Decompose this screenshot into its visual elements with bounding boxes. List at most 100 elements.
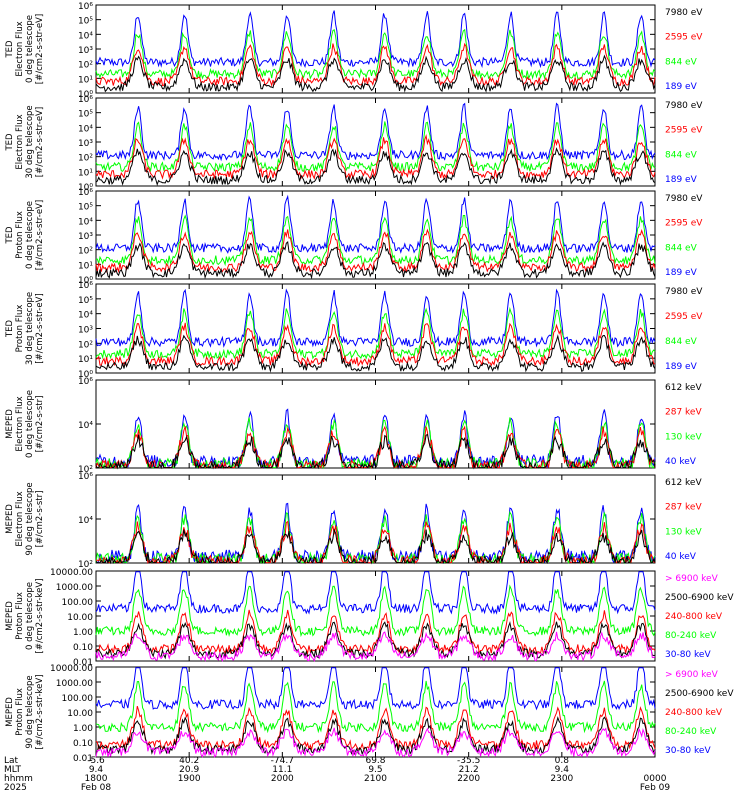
y-tick-label: 10.00 [67, 709, 93, 719]
y-axis-label-line: [#/cm2-s-str-eV] [35, 293, 45, 363]
y-axis-label: MEPED Electron Flux 90 deg telescope [#/cm2… [5, 482, 45, 555]
series-3-trace [95, 609, 656, 655]
legend-entry: 7980 eV [665, 8, 703, 18]
y-tick-label: 10⁴ [78, 31, 93, 41]
y-axis-label-line: [#/cm2-s-str-eV] [35, 14, 45, 84]
legend-entry: 240-800 keV [665, 708, 723, 718]
y-axis-label-line: 0 deg telescope [25, 15, 35, 83]
series-3-trace [95, 42, 656, 88]
y-axis-label-line: [#/cm2-s-str] [35, 491, 45, 548]
y-tick-label: 10000.00 [50, 664, 93, 674]
y-axis-label-line: 90 deg telescope [25, 482, 35, 555]
y-tick-label: 100.00 [62, 694, 94, 704]
legend-entry: 189 eV [665, 175, 698, 185]
x-tick-label: 1800 [85, 774, 108, 784]
y-tick-label: 10² [78, 465, 93, 475]
panel-6: 10² 10⁴ 10⁶ MEPED Electron Flux 90 deg telesc… [5, 472, 702, 570]
x-row-label: 2025 [4, 783, 27, 793]
y-axis-label: TED Electron Flux 30 deg telescope [#/cm2-s… [5, 105, 45, 178]
y-tick-label: 10³ [78, 46, 93, 56]
y-tick-label: 10⁰ [78, 90, 93, 100]
legend-entry: 40 keV [665, 552, 697, 562]
series-3-trace [95, 705, 656, 752]
legend-entry: 80-240 keV [665, 631, 717, 641]
series-4-trace [95, 433, 656, 470]
x-tick-label: 40.2 [179, 756, 199, 766]
legend-entry: 40 keV [665, 457, 697, 467]
x-tick-label: Feb 08 [81, 783, 112, 793]
series-2-trace [95, 28, 656, 80]
y-axis-label-line: Proton Flux [15, 211, 25, 259]
y-tick-label: 10⁶ [78, 377, 93, 387]
legend-entry: 189 eV [665, 82, 698, 92]
y-tick-label: 10⁶ [78, 188, 93, 198]
series-4-trace [95, 528, 656, 565]
y-tick-label: 10¹ [78, 355, 93, 365]
y-axis-label-line: Proton Flux [15, 592, 25, 640]
y-tick-label: 10⁶ [78, 281, 93, 291]
y-axis-label-line: [#/cm2-s-str-eV] [35, 107, 45, 177]
y-tick-label: 10⁰ [78, 276, 93, 286]
series-1-trace [95, 10, 656, 69]
y-axis-label-line: Proton Flux [15, 305, 25, 353]
x-tick-label: -5.6 [87, 756, 105, 766]
x-tick-label: 2300 [550, 774, 573, 784]
y-tick-label: 0.01 [73, 754, 93, 764]
series-1-trace [95, 288, 656, 348]
x-tick-label: 20.9 [179, 765, 199, 775]
series-5-trace [95, 727, 656, 759]
data-traces [95, 288, 656, 373]
legend-entry: 7980 eV [665, 101, 703, 111]
y-tick-label: 1.00 [73, 724, 93, 734]
y-axis-label: MEPED Proton Flux 90 deg telescope [#/cm2-s… [5, 675, 45, 750]
y-tick-label: 10⁴ [78, 124, 93, 134]
y-axis-label-line: 30 deg telescope [25, 292, 35, 365]
x-tick-label: 2100 [364, 774, 387, 784]
legend-entry: 189 eV [665, 362, 698, 372]
legend-entry: 130 keV [665, 432, 702, 442]
panel-frame [95, 474, 656, 564]
legend-entry: > 6900 keV [665, 670, 719, 680]
y-axis-label-line: [#/cm2-s-str-keV] [35, 579, 45, 654]
x-tick-label: 9.4 [555, 765, 570, 775]
legend-entry: 612 keV [665, 383, 702, 393]
series-2-trace [95, 417, 656, 470]
y-tick-label: 1000.00 [56, 583, 93, 593]
legend-entry: 2500-6900 keV [665, 689, 734, 699]
series-2-trace [95, 680, 656, 734]
legend-entry: 2595 eV [665, 33, 703, 43]
y-axis-label-line: Electron Flux [15, 396, 25, 451]
y-axis-label: TED Proton Flux 30 deg telescope [#/cm2-s-s… [5, 292, 45, 365]
y-tick-label: 10.00 [67, 613, 93, 623]
legend-entry: 2595 eV [665, 126, 703, 136]
y-tick-label: 10⁴ [78, 217, 93, 227]
legend-entry: 2595 eV [665, 219, 703, 229]
y-tick-label: 10² [78, 154, 93, 164]
y-tick-label: 10⁵ [78, 296, 93, 306]
legend-entry: 2595 eV [665, 312, 703, 322]
x-row-label: MLT [4, 765, 22, 775]
data-traces [95, 502, 656, 565]
y-tick-label: 100.00 [62, 598, 94, 608]
data-traces [95, 571, 656, 662]
y-axis-label-line: TED [5, 226, 15, 245]
x-tick-label: 2000 [271, 774, 294, 784]
y-tick-label: 10⁵ [78, 110, 93, 120]
y-axis-label-line: Electron Flux [15, 114, 25, 169]
y-tick-label: 1.00 [73, 628, 93, 638]
panel-8: 0.01 0.10 1.00 10.00 100.00 1000.00 10000.00 ME… [5, 664, 734, 764]
series-2-trace [95, 584, 656, 638]
legend-entry: 612 keV [665, 478, 702, 488]
series-3-trace [95, 228, 656, 274]
series-1-trace [95, 194, 656, 254]
x-tick-label: 11.1 [272, 765, 292, 775]
legend-entry: 189 eV [665, 268, 698, 278]
panel-4: 10⁰ 10¹ 10² 10³ 10⁴ 10⁵ 10⁶ TED Proton Flux 30 de… [5, 281, 703, 380]
series-4-trace [95, 147, 656, 187]
series-2-trace [95, 121, 656, 173]
y-tick-label: 10² [78, 340, 93, 350]
y-axis-label: TED Electron Flux 0 deg telescope [#/cm2-s-… [5, 14, 45, 84]
series-4-trace [95, 240, 656, 280]
x-tick-label: 21.2 [459, 765, 479, 775]
